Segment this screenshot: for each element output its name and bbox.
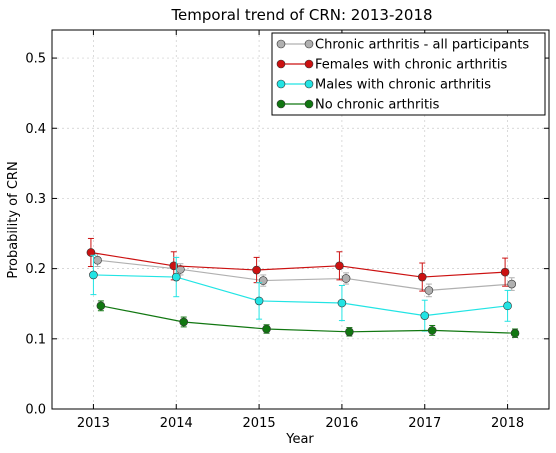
- legend-marker: [276, 59, 286, 69]
- series-line: [97, 259, 512, 291]
- legend-marker: [276, 39, 286, 49]
- data-point: [258, 276, 268, 285]
- data-point: [427, 326, 437, 335]
- series-2: [89, 254, 512, 332]
- legend-marker: [304, 99, 314, 109]
- x-tick-label: 2016: [325, 416, 358, 431]
- series-1: [86, 237, 510, 292]
- grid: [52, 30, 549, 409]
- data-point: [93, 255, 102, 265]
- x-tick-label: 2015: [243, 416, 276, 431]
- data-point: [417, 272, 427, 282]
- chart-title: Temporal trend of CRN: 2013-2018: [170, 6, 432, 24]
- data-point: [424, 286, 434, 295]
- y-tick-label: 0.0: [25, 403, 46, 418]
- legend: Chronic arthritis - all participants Fema…: [271, 32, 546, 116]
- legend-entry: Females with chronic arthritis: [315, 58, 507, 73]
- y-tick-label: 0.4: [25, 122, 46, 137]
- data-point: [420, 311, 430, 320]
- ticks: 2013 2014 2015 2016 2017 2018 0.0 0.1 0.2 0.3 0.4 0…: [25, 30, 549, 431]
- x-tick-label: 2017: [408, 416, 441, 431]
- data-point: [335, 261, 344, 271]
- x-tick-label: 2018: [491, 416, 524, 431]
- x-axis-label: Year: [285, 432, 314, 447]
- y-tick-label: 0.2: [25, 262, 46, 277]
- data-point: [254, 296, 264, 306]
- y-tick-label: 0.3: [25, 192, 46, 207]
- data-point: [345, 327, 354, 337]
- data-point: [179, 317, 189, 327]
- data-point: [503, 301, 512, 311]
- legend-entry: Chronic arthritis - all participants: [315, 38, 529, 53]
- legend-marker: [304, 59, 314, 69]
- data-point: [500, 267, 510, 277]
- data-point: [337, 298, 347, 308]
- series-line: [100, 305, 516, 334]
- data-point: [89, 270, 98, 280]
- y-tick-label: 0.5: [25, 52, 46, 67]
- x-tick-label: 2014: [160, 416, 193, 431]
- series-line: [90, 251, 506, 278]
- data-point: [96, 301, 106, 311]
- data-point: [507, 279, 517, 289]
- data-point: [171, 272, 181, 282]
- plot-frame: [51, 29, 550, 410]
- legend-entry: No chronic arthritis: [315, 98, 440, 113]
- legend-marker: [276, 79, 286, 89]
- legend-marker: [304, 79, 314, 89]
- series-0: [93, 253, 517, 298]
- data-point: [86, 248, 96, 257]
- data-point: [341, 274, 351, 283]
- legend-marker: [304, 39, 314, 49]
- data-point: [252, 265, 261, 275]
- x-tick-label: 2013: [77, 416, 110, 431]
- y-axis-label: Probability of CRN: [6, 161, 21, 278]
- legend-marker: [276, 99, 286, 109]
- legend-box: [271, 32, 546, 116]
- data-point: [262, 324, 271, 334]
- series-line: [93, 274, 508, 317]
- data-point: [510, 328, 520, 338]
- y-tick-label: 0.1: [25, 332, 46, 347]
- series-layer: [86, 237, 520, 338]
- legend-entry: Males with chronic arthritis: [315, 78, 491, 93]
- series-3: [96, 300, 520, 338]
